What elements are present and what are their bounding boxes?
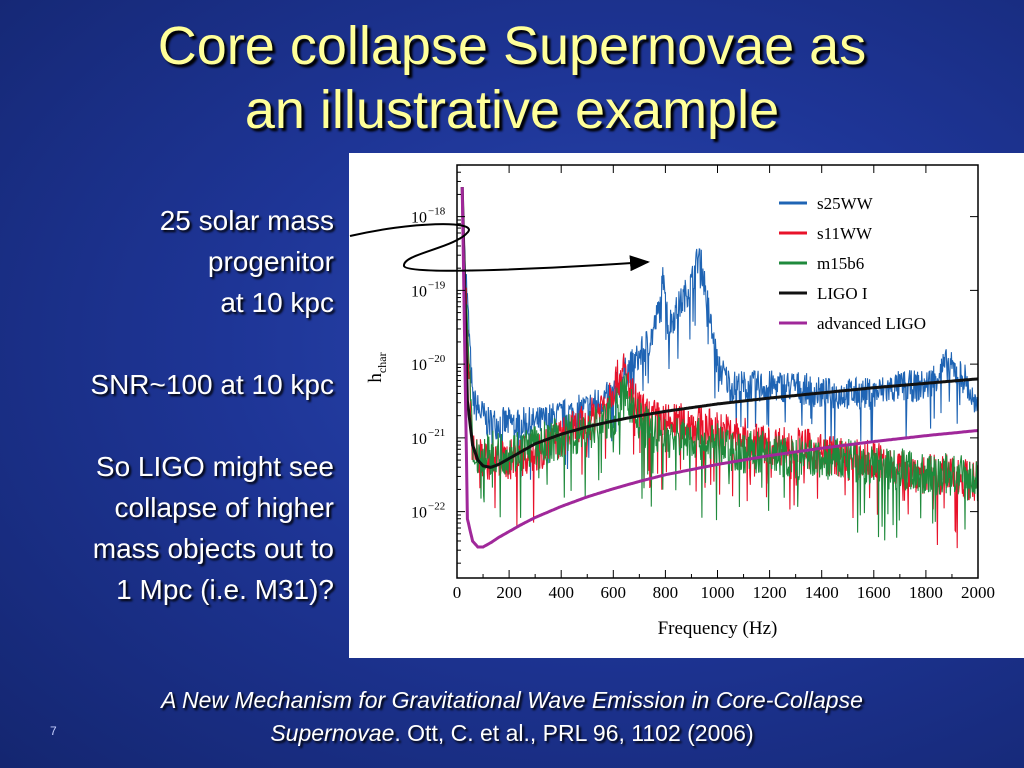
series-line-4: [460, 187, 978, 549]
legend-label-1: s11WW: [817, 224, 873, 243]
conclusion-line-4: 1 Mpc (i.e. M31)?: [116, 574, 334, 605]
x-tick-label: 0: [453, 583, 462, 602]
y-tick-exponent: −21: [428, 427, 445, 439]
progenitor-line-2: progenitor: [207, 246, 334, 277]
conclusion-line-1: So LIGO might see: [95, 451, 334, 482]
y-tick-exponent: −19: [428, 279, 446, 291]
progenitor-line-3: at 10 kpc: [220, 287, 334, 318]
citation-reference: . Ott, C. et al., PRL 96, 1102 (2006): [394, 720, 754, 746]
legend-label-2: m15b6: [817, 254, 864, 273]
y-tick-label: 10: [411, 210, 427, 227]
legend-label-4: advanced LIGO: [817, 314, 926, 333]
y-tick-exponent: −22: [428, 501, 445, 513]
y-tick-label: 10: [411, 283, 427, 300]
citation: A New Mechanism for Gravitational Wave E…: [0, 684, 1024, 750]
x-tick-label: 800: [653, 583, 679, 602]
y-tick-label: 10: [411, 431, 427, 448]
slide-title: Core collapse Supernovae as an illustrat…: [0, 14, 1024, 142]
x-tick-label: 2000: [961, 583, 995, 602]
x-axis-label: Frequency (Hz): [658, 618, 778, 639]
citation-title-2: Supernovae: [270, 720, 395, 746]
spectrum-chart: 0 200 400 600 800 1000 1200 1400 1600 1800 200010−…: [365, 164, 995, 639]
y-axis-label-main: hchar: [365, 352, 389, 382]
series-line-0: [461, 201, 978, 480]
citation-title-1: A New Mechanism for Gravitational Wave E…: [161, 687, 863, 713]
x-tick-label: 400: [548, 583, 574, 602]
legend-label-3: LIGO I: [817, 284, 868, 303]
conclusion-line-3: mass objects out to: [92, 533, 334, 564]
title-line-2: an illustrative example: [244, 80, 780, 140]
side-notes: 25 solar mass progenitor at 10 kpc SNR~1…: [4, 200, 334, 610]
x-tick-label: 1000: [701, 583, 735, 602]
x-tick-label: 1600: [857, 583, 891, 602]
snr-text: SNR~100 at 10 kpc: [90, 369, 334, 400]
legend-label-0: s25WW: [817, 194, 874, 213]
progenitor-line-1: 25 solar mass: [159, 205, 334, 236]
y-axis-label: hchar: [365, 352, 389, 382]
series-line-3: [460, 187, 978, 469]
y-tick-label: 10: [411, 505, 427, 522]
x-tick-label: 200: [496, 583, 521, 602]
y-tick-label: 10: [411, 357, 427, 374]
x-tick-label: 1400: [805, 583, 839, 602]
title-line-1: Core collapse Supernovae as: [157, 16, 867, 76]
x-tick-label: 600: [601, 583, 627, 602]
x-tick-label: 1200: [753, 583, 787, 602]
plot-lines: [460, 187, 978, 549]
conclusion-line-2: collapse of higher: [114, 492, 334, 523]
series-line-2: [461, 201, 978, 541]
spectrum-figure: 0 200 400 600 800 1000 1200 1400 1600 1800 2000 10−…: [349, 153, 1024, 658]
y-tick-exponent: −20: [428, 353, 446, 365]
slide-number: 7: [50, 724, 57, 738]
y-tick-exponent: −18: [428, 206, 446, 218]
x-tick-label: 1800: [909, 583, 943, 602]
